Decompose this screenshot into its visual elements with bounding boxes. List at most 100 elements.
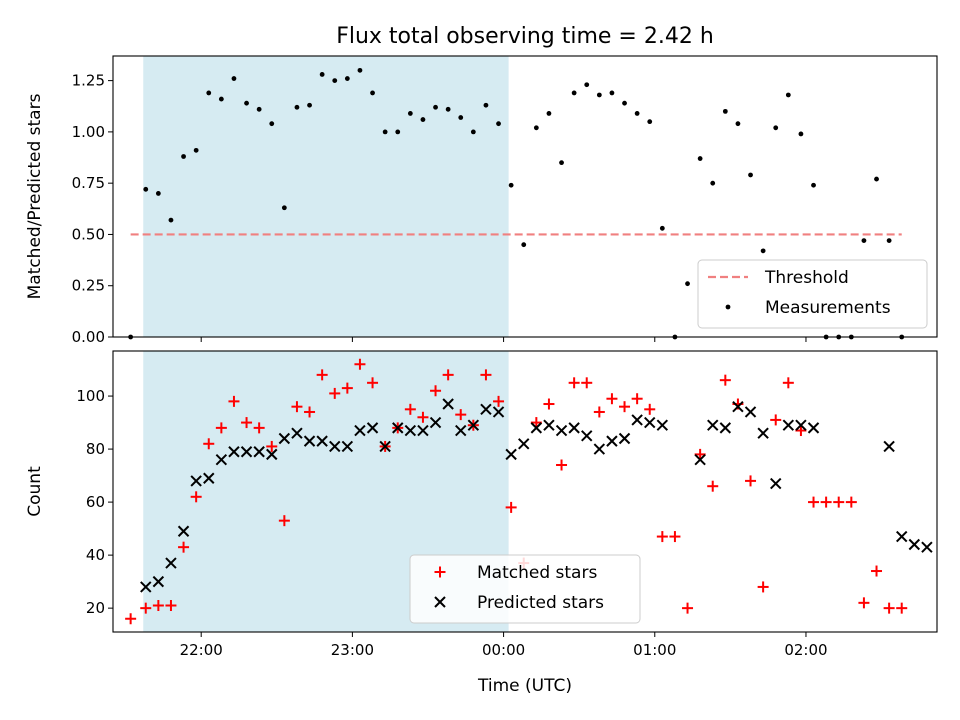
matched-point — [707, 480, 719, 492]
matched-point — [656, 531, 668, 543]
measurement-point — [722, 108, 728, 114]
predicted-point — [593, 443, 606, 455]
matched-point — [782, 377, 794, 389]
y-tick-label: 20 — [86, 599, 105, 617]
measurement-point — [571, 90, 577, 96]
measurement-point — [206, 90, 212, 96]
matched-point — [568, 377, 580, 389]
matched-point — [140, 602, 152, 614]
matched-point — [606, 393, 618, 405]
measurement-point — [861, 238, 867, 243]
matched-point — [152, 599, 164, 611]
matched-point — [278, 515, 290, 527]
count-panel: 20 40 60 80 100 22:00 23:00 00:00 01:00 02:00 Coun… — [25, 350, 938, 659]
predicted-point — [177, 525, 190, 537]
matched-point — [745, 475, 757, 487]
matched-point — [883, 602, 895, 614]
predicted-point — [253, 446, 265, 458]
legend-measurement-swatch — [725, 304, 731, 310]
predicted-point — [455, 424, 467, 437]
legend-box — [697, 259, 928, 329]
predicted-point — [152, 575, 165, 588]
predicted-point — [291, 427, 303, 439]
y-tick-label: 40 — [86, 546, 105, 564]
matched-point — [215, 422, 227, 434]
measurement-point — [559, 160, 564, 166]
matched-point — [165, 599, 177, 611]
matched-point — [845, 496, 857, 508]
matched-point — [316, 369, 328, 381]
predicted-point — [568, 422, 580, 434]
predicted-point — [492, 406, 505, 418]
matched-point — [367, 377, 379, 389]
y-tick-label: 100 — [76, 387, 105, 405]
measurement-point — [496, 121, 501, 127]
matched-point — [455, 409, 467, 421]
measurement-point — [521, 242, 527, 248]
matched-point — [795, 425, 807, 437]
x-tick-label: 22:00 — [180, 641, 223, 659]
matched-point — [341, 382, 353, 394]
legend-box — [409, 554, 641, 624]
predicted-point — [757, 427, 769, 439]
predicted-point — [417, 424, 429, 437]
matched-point — [354, 358, 366, 370]
measurement-point — [470, 129, 476, 135]
measurement-point — [798, 131, 804, 137]
predicted-point — [467, 419, 480, 431]
matched-point — [820, 496, 832, 508]
measurement-point — [886, 238, 892, 243]
measurement-point — [647, 119, 653, 125]
measurement-point — [269, 121, 275, 127]
matched-point — [871, 565, 883, 577]
measurement-point — [407, 111, 413, 116]
predicted-point — [606, 435, 618, 447]
predicted-point — [694, 453, 706, 466]
measurement-point — [811, 182, 816, 188]
measurement-point — [760, 248, 766, 254]
axes-frame — [112, 350, 938, 633]
measurement-point — [332, 78, 338, 84]
predicted-point — [744, 406, 757, 418]
predicted-point — [278, 432, 291, 445]
predicted-point — [770, 477, 782, 490]
predicted-point — [581, 430, 593, 442]
predicted-point — [908, 538, 921, 551]
measurement-point — [634, 111, 640, 116]
predicted-point — [329, 440, 341, 453]
matched-point — [556, 459, 568, 471]
measurement-point — [584, 82, 590, 88]
predicted-point — [228, 446, 240, 458]
measurement-point — [659, 225, 665, 231]
matched-point — [631, 393, 643, 405]
matched-point — [669, 531, 681, 543]
matched-point — [404, 403, 416, 415]
measurement-point — [874, 176, 879, 182]
matched-point — [266, 440, 278, 452]
measurement-point — [420, 117, 426, 122]
predicted-point — [303, 435, 316, 447]
measurement-point — [319, 72, 325, 77]
measurement-point — [748, 172, 753, 178]
measurement-point — [344, 76, 350, 81]
measurement-point — [218, 96, 224, 102]
measurement-point — [294, 104, 300, 110]
measurement-point — [256, 106, 262, 112]
predicted-point — [732, 400, 744, 413]
predicted-point — [140, 581, 152, 593]
legend-label: Measurements — [765, 298, 891, 318]
measurement-point — [168, 217, 174, 223]
matched-point — [178, 541, 190, 553]
legend: Threshold Measurements — [697, 259, 928, 329]
observing-span — [143, 56, 509, 337]
measurement-point — [370, 90, 375, 96]
predicted-point — [240, 446, 253, 458]
matched-point — [682, 602, 694, 614]
matched-point — [190, 491, 202, 503]
legend: Matched stars Predicted stars — [409, 554, 641, 624]
predicted-point — [518, 438, 530, 450]
matched-point — [858, 597, 870, 609]
matched-point — [125, 613, 137, 625]
measurement-point — [458, 115, 464, 120]
predicted-point — [644, 416, 656, 429]
